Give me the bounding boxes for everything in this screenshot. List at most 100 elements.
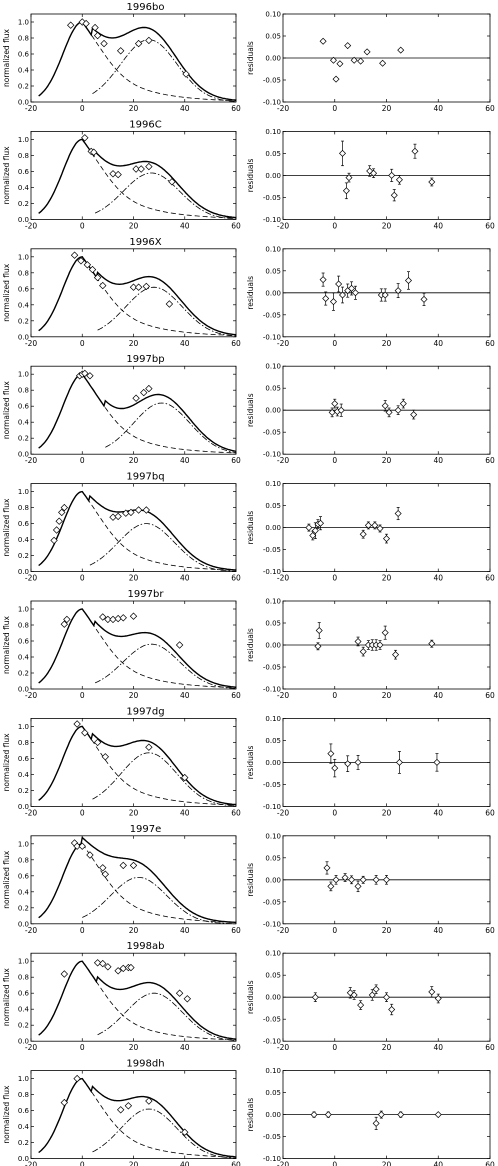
residual-ytick-label: -0.10: [263, 99, 281, 107]
residual-data-point: [337, 406, 345, 414]
residual-data-point: [348, 284, 356, 292]
residual-xtick-label: 60: [485, 926, 495, 935]
residual-xtick-label: 60: [485, 1161, 495, 1166]
first-peak-curve: [38, 843, 236, 923]
flux-data-point: [73, 720, 81, 728]
residual-data-point: [354, 637, 362, 645]
panel-title: 1998ab: [127, 941, 165, 952]
flux-ytick-label: 0.8: [18, 35, 29, 43]
flux-ytick-label: 0.4: [18, 654, 30, 662]
residual-data-point: [411, 147, 419, 155]
flux-ytick-label: 1.0: [18, 253, 29, 261]
flux-data-point: [116, 47, 125, 55]
residual-data-point: [359, 530, 367, 538]
flux-data-point: [60, 503, 69, 512]
residual-ytick-label: -0.05: [263, 1016, 281, 1024]
flux-xtick-label: 40: [180, 221, 190, 230]
flux-ytick-label: 0.6: [18, 1107, 30, 1115]
flux-data-point: [137, 165, 145, 173]
residual-ytick-label: -0.05: [263, 194, 281, 202]
flux-ytick-label: 0.6: [18, 51, 30, 59]
model-fit-curve: [38, 490, 236, 571]
residual-ytick-label: -0.10: [263, 920, 281, 928]
flux-data-point: [134, 283, 143, 291]
residual-ytick-label: 0.05: [265, 33, 281, 41]
residual-xtick-label: 20: [382, 926, 392, 935]
residual-ylabel: residuals: [246, 746, 255, 780]
flux-xtick-label: -20: [25, 574, 37, 583]
row-1996bo: 1996bo 0.0 0.2 0.4 0.6 0.8 1.0 -20 0 20 40 60 normal…: [2, 2, 495, 113]
flux-ytick-label: 0.2: [18, 83, 29, 91]
flux-ytick-label: 1.0: [18, 606, 29, 614]
residual-panel: -0.10 -0.05 0.00 0.05 0.10 -20 0 20 40 60 residual…: [246, 715, 495, 818]
flux-ytick-label: 0.4: [18, 301, 30, 309]
first-peak-curve: [38, 491, 236, 571]
flux-panel: 1998ab 0.0 0.2 0.4 0.6 0.8 1.0 -20 0 20 40 60 normal…: [2, 941, 241, 1052]
residual-xtick-label: 20: [382, 574, 392, 583]
panel-title: 1997br: [128, 589, 165, 600]
model-fit-curve: [38, 373, 236, 452]
flux-xtick-label: 60: [231, 1043, 241, 1052]
flux-data-point: [99, 864, 107, 872]
residual-xtick-label: 60: [485, 574, 495, 583]
flux-xtick-label: 40: [180, 926, 190, 935]
flux-ytick-label: 0.0: [18, 568, 29, 576]
residual-ytick-label: -0.10: [263, 451, 281, 459]
second-peak-curve: [92, 752, 236, 807]
model-fit-curve: [38, 960, 236, 1040]
second-peak-curve: [97, 286, 236, 337]
residual-ytick-label: 0.10: [265, 598, 281, 606]
flux-data-point: [134, 506, 143, 514]
flux-ytick-label: 0.0: [18, 216, 29, 224]
flux-ytick-label: 0.4: [18, 184, 30, 192]
flux-xtick-label: 60: [231, 456, 241, 465]
residual-data-point: [376, 524, 384, 532]
residual-data-point: [381, 629, 389, 637]
flux-ytick-label: 1.0: [18, 136, 29, 144]
residual-ytick-label: 0.05: [265, 737, 281, 745]
flux-ytick-label: 0.4: [18, 67, 30, 75]
flux-ylabel: normalized flux: [2, 968, 11, 1027]
flux-ytick-label: 0.8: [18, 504, 29, 512]
residual-panel: -0.10 -0.05 0.00 0.05 0.10 -20 0 20 40 60 residual…: [246, 11, 495, 114]
residual-xtick-label: 60: [485, 808, 495, 817]
residual-data-point: [383, 876, 390, 884]
residual-ylabel: residuals: [246, 159, 255, 193]
flux-ytick-label: 0.4: [18, 771, 30, 779]
residual-xtick-label: -20: [277, 104, 289, 113]
flux-data-point: [145, 743, 153, 751]
flux-xtick-label: 20: [129, 221, 139, 230]
residual-data-point: [342, 187, 350, 195]
residual-xtick-label: 60: [485, 104, 495, 113]
residual-data-point: [348, 876, 356, 884]
flux-xtick-label: 20: [129, 691, 139, 700]
residual-data-point: [319, 276, 327, 284]
residual-xtick-label: 60: [485, 1043, 495, 1052]
flux-xtick-label: 0: [80, 339, 85, 348]
residual-data-point: [383, 993, 390, 1001]
second-peak-curve: [94, 643, 236, 689]
flux-data-point: [145, 36, 153, 45]
flux-ytick-label: 1.0: [18, 723, 29, 731]
flux-panel: 1996X 0.0 0.2 0.4 0.6 0.8 1.0 -20 0 20 40 60 normali…: [2, 237, 241, 348]
residual-xtick-label: 20: [382, 808, 392, 817]
residual-xtick-label: 20: [382, 104, 392, 113]
residual-xtick-label: 40: [433, 221, 443, 230]
flux-ylabel: normalized flux: [2, 1085, 11, 1144]
residual-xtick-label: 40: [433, 339, 443, 348]
flux-data-point: [90, 148, 98, 156]
flux-ytick-label: 0.2: [18, 670, 29, 678]
residual-ytick-label: 0.10: [265, 11, 281, 19]
residual-data-point: [335, 280, 343, 288]
residual-ytick-label: 0.05: [265, 150, 281, 158]
residual-data-point: [379, 59, 387, 67]
residual-xtick-label: 0: [332, 339, 337, 348]
residual-ytick-label: 0.00: [265, 289, 281, 297]
row-1997bp: 1997bp 0.0 0.2 0.4 0.6 0.8 1.0 -20 0 20 40 60 normal…: [2, 354, 495, 465]
flux-ytick-label: 0.0: [18, 920, 29, 928]
flux-panel: 1997bq 0.0 0.2 0.4 0.6 0.8 1.0 -20 0 20 40 60 normal…: [2, 472, 241, 583]
flux-xtick-label: 40: [180, 691, 190, 700]
residual-xtick-label: -20: [277, 808, 289, 817]
residual-ytick-label: -0.05: [263, 546, 281, 554]
residual-data-point: [434, 1111, 442, 1119]
